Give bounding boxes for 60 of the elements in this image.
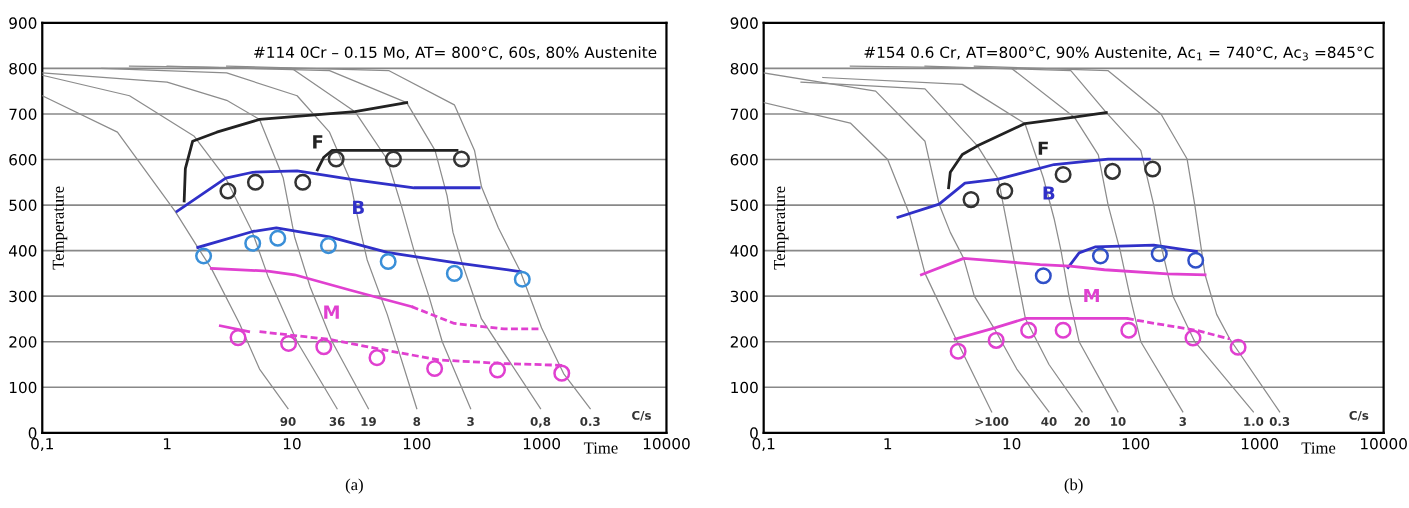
x-axis-title: Time (583, 442, 618, 454)
annotation: C/s (632, 410, 651, 421)
y-tick-label: 300 (730, 290, 758, 303)
text: (a) (345, 478, 363, 494)
annotation: 40 (1041, 417, 1057, 426)
y-tick-label: 600 (730, 153, 758, 166)
x-axis-title: Time (1301, 442, 1336, 454)
y-tick-label: 600 (9, 153, 37, 166)
y-tick-label: 700 (730, 108, 758, 120)
y-tick-label: 500 (9, 199, 37, 212)
x-tick-label: 1000 (523, 437, 561, 450)
y-tick-label: 200 (9, 336, 37, 348)
annotation: 1.0 (1244, 417, 1264, 426)
annotation: 0.3 (1269, 417, 1290, 426)
annotation: 90 (280, 417, 296, 426)
annotation: 0.3 (580, 417, 600, 426)
annotation: F (313, 135, 323, 149)
y-tick-label: 100 (9, 381, 37, 394)
y-tick-label: 900 (730, 17, 758, 29)
y-tick-label: 300 (9, 290, 37, 303)
y-tick-label: 0 (750, 427, 758, 439)
annotation: M (324, 305, 339, 319)
x-tick-label: 1 (163, 438, 171, 450)
annotation: 20 (1074, 417, 1090, 426)
annotation: 3 (1179, 417, 1186, 426)
y-tick-label: 900 (9, 17, 37, 29)
y-axis-title: Temperature (52, 186, 68, 270)
annotation: B (1043, 186, 1055, 200)
x-tick-label: 10 (283, 437, 301, 450)
x-tick-label: 0,1 (752, 437, 775, 452)
y-tick-label: 800 (730, 62, 758, 75)
annotation: 0,8 (530, 417, 551, 428)
annotation: 19 (361, 417, 376, 426)
x-tick-label: 100 (403, 437, 431, 450)
text: (b) (1064, 478, 1083, 494)
text: #154 0.6 Cr, AT=800°C, 90% Austenite, Ac$_{1}$ = 740°C, Ac$_{3}$ =845°C (864, 46, 1374, 61)
annotation: 10 (1111, 417, 1126, 426)
x-tick-label: 100 (1122, 437, 1150, 450)
y-tick-label: 100 (731, 381, 758, 394)
x-tick-label: 10000 (643, 437, 690, 450)
x-tick-label: 10 (1003, 437, 1021, 450)
annotation: 8 (413, 417, 421, 426)
y-tick-label: 800 (9, 62, 37, 75)
text: #114 0Cr – 0.15 Mo, AT= 800°C, 60s, 80% Austenite (254, 46, 657, 60)
x-tick-label: 1000 (1241, 437, 1279, 450)
annotation: F (1038, 141, 1048, 155)
annotation: 3 (467, 417, 474, 426)
y-axis-title: Temperature (774, 186, 789, 270)
x-tick-label: 10000 (1361, 437, 1407, 450)
y-tick-label: 500 (730, 199, 758, 212)
annotation: >100 (975, 417, 1009, 426)
y-tick-label: 400 (8, 245, 37, 257)
y-tick-label: 700 (9, 108, 37, 120)
annotation: 36 (329, 417, 345, 426)
annotation: C/s (1349, 410, 1369, 421)
x-tick-label: 0,1 (31, 437, 54, 452)
y-tick-label: 400 (730, 245, 758, 257)
y-tick-label: 200 (730, 336, 758, 348)
x-tick-label: 1 (884, 438, 892, 450)
y-tick-label: 0 (28, 427, 37, 439)
